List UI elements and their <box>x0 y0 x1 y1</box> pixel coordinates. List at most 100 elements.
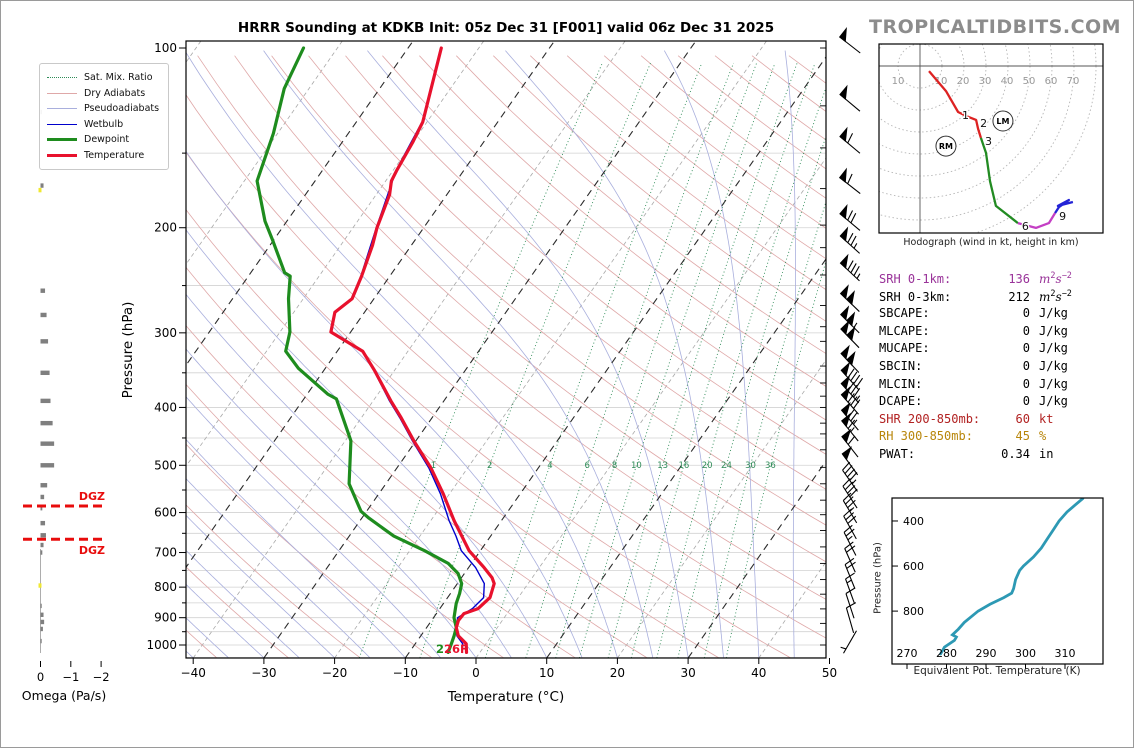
barb-pennant <box>840 361 851 377</box>
temperature-tick-label: 50 <box>822 666 837 680</box>
barb-full <box>844 557 855 565</box>
barb-half <box>853 243 858 249</box>
pseudoadiabat <box>186 51 618 658</box>
barb-full <box>847 515 857 524</box>
dry-adiabat <box>382 55 826 421</box>
dry-adiabat <box>186 504 361 658</box>
omega-bar <box>40 638 42 644</box>
barb-pennant <box>839 284 849 300</box>
stat-unit: kt <box>1039 411 1054 426</box>
pressure-tick-label: 400 <box>154 400 177 414</box>
dry-adiabat <box>345 55 826 455</box>
legend-item: Wetbulb <box>47 117 159 133</box>
barb-full <box>847 173 853 184</box>
dry-adiabat <box>186 325 576 658</box>
mixing-ratio-label: 13 <box>657 461 668 471</box>
barb-full <box>847 210 854 221</box>
wind-barbs <box>820 26 864 654</box>
omega-bar <box>40 494 45 500</box>
barb-pennant <box>840 401 851 417</box>
barb-pennant <box>840 374 851 390</box>
mixing-ratio-line <box>484 62 703 658</box>
barb-pennant <box>840 320 850 336</box>
dry-adiabat <box>456 55 826 355</box>
stat-unit: J/kg <box>1039 358 1068 373</box>
dry-adiabat <box>186 209 720 658</box>
dry-adiabats <box>186 55 826 658</box>
omega-tick-label: −2 <box>93 670 110 684</box>
dgz-label-top: DGZ <box>78 490 105 503</box>
pseudoadiabat <box>186 549 300 658</box>
theta-e-y-tick-label: 400 <box>903 515 924 528</box>
theta-e-x-tick-label: 290 <box>976 647 997 660</box>
hodograph-ring-label: 60 <box>1045 76 1058 87</box>
wetbulb-trace <box>330 47 485 654</box>
stat-label: PWAT: <box>879 446 916 461</box>
mixing-ratio-label: 2 <box>487 461 492 471</box>
stat-row: SHR 200-850mb: 60 kt <box>879 412 1099 430</box>
stat-row: MUCAPE: 0 J/kg <box>879 341 1099 359</box>
barb-full <box>850 212 857 224</box>
pseudoadiabat <box>186 478 371 658</box>
barb-full <box>853 387 861 398</box>
mixing-ratio-label: 6 <box>585 461 590 471</box>
omega-bar <box>40 612 44 617</box>
barb-staff <box>842 500 858 524</box>
hodograph-marker-LM: LM <box>996 117 1009 126</box>
barb-pennant <box>841 412 852 428</box>
axis-ticks <box>179 47 830 664</box>
theta-e-y-tick-label: 600 <box>903 560 924 573</box>
hodograph-caption: Hodograph (wind in kt, height in km) <box>903 237 1079 248</box>
stat-value: 0 <box>1022 341 1030 356</box>
mixing-ratio-lines <box>358 62 826 658</box>
barb-full <box>847 260 854 271</box>
stat-label: MLCAPE: <box>879 323 930 338</box>
barb-pennant <box>838 167 847 183</box>
pseudoadiabat <box>505 50 724 658</box>
stat-row: PWAT: 0.34 in <box>879 447 1099 465</box>
dry-adiabat <box>186 266 648 658</box>
pseudoadiabat <box>186 150 583 658</box>
legend-item: Pseudoadiabats <box>47 101 159 117</box>
pseudoadiabat <box>186 438 406 658</box>
barb-full <box>846 602 857 609</box>
mixing-ratio-line <box>555 62 758 658</box>
barb-full <box>843 508 853 517</box>
barb-staff <box>842 485 858 509</box>
stat-unit: % <box>1039 429 1047 444</box>
omega-bar <box>40 463 55 468</box>
barb-full <box>846 561 856 569</box>
mixing-ratio-line <box>677 134 826 658</box>
theta-e-border <box>891 497 1104 665</box>
pseudoadiabat <box>784 50 796 658</box>
highlight-isotherm <box>546 258 826 658</box>
hodograph-height-label: 9 <box>1059 210 1066 223</box>
omega-axis-label: Omega (Pa/s) <box>21 688 107 703</box>
mixing-ratio-line <box>607 62 798 658</box>
mixing-ratio-label: 10 <box>631 461 642 471</box>
theta-e-y-tick-label: 800 <box>903 605 924 618</box>
barb-full <box>846 468 855 478</box>
legend-item-label: Pseudoadiabats <box>84 103 160 115</box>
omega-bar <box>40 288 46 293</box>
dry-adiabat <box>197 55 826 600</box>
temperature-tick-label: 0 <box>472 666 480 680</box>
stat-unit: m2s−2 <box>1039 271 1072 286</box>
omega-panel: 0 −1 −2 <box>23 109 110 684</box>
theta-e-panel: 270 280 290 300 310 400 600 800 <box>891 497 1104 669</box>
stat-row: SBCIN: 0 J/kg <box>879 359 1099 377</box>
legend-line-sample-icon <box>47 153 77 157</box>
mixing-ratio-line <box>419 62 651 658</box>
mixing-ratio-labels: 1 2 4 6 8 10 13 16 20 24 30 36 <box>431 461 776 471</box>
mixing-ratio-label: 24 <box>721 461 732 471</box>
pressure-tick-label: 700 <box>154 546 177 560</box>
legend-item-label: Temperature <box>84 149 145 161</box>
omega-bar <box>40 183 44 188</box>
omega-bar <box>40 483 48 488</box>
barb-full <box>850 371 858 382</box>
barb-full <box>850 412 858 422</box>
barb-pennant <box>846 311 856 327</box>
mixing-ratio-label: 30 <box>745 461 756 471</box>
barb-pennant <box>839 253 849 269</box>
barb-full <box>845 512 855 521</box>
